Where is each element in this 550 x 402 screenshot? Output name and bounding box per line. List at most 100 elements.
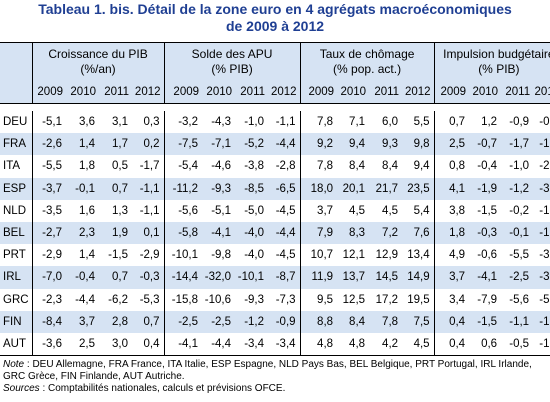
note-label: Note: [3, 359, 25, 370]
value-cell: 2,8: [99, 310, 132, 333]
value-cell: 7,6: [402, 221, 435, 245]
value-cell: -4,0: [244, 249, 265, 262]
country-code: DEU: [3, 116, 28, 129]
value-cell: -8,4: [31, 310, 66, 333]
group-header: Solde des APU (% PIB): [163, 42, 301, 81]
group-unit: (%/an): [80, 62, 116, 76]
table-body: DEU -5,1 3,6 3,1 0,3 -3,2 -4,3 -1,0 -1,1 7,8 7,1 6,…: [0, 103, 550, 357]
value-cell: 8,4: [382, 160, 399, 173]
value-cell: -0,3: [469, 221, 502, 245]
value-cell: -5,3: [539, 293, 550, 306]
value-cell: -0,1: [66, 177, 99, 200]
value-cell: -7,1: [202, 133, 236, 156]
year-header: 2010: [469, 81, 502, 104]
value-cell: 1,8: [433, 221, 470, 245]
value-cell: -5,5: [31, 155, 66, 178]
note-text: : DEU Allemagne, FRA France, ITA Italie,…: [3, 359, 532, 382]
table-row: ESP -3,7 -0,1 0,7 -1,1 -11,2 -9,3 -8,5 -6,5 18,0 2…: [0, 177, 550, 200]
year-header: 2012: [132, 81, 165, 104]
value-cell: 5,5: [413, 116, 430, 129]
value-cell: 0,2: [132, 133, 165, 156]
value-cell: -2,5: [163, 310, 203, 333]
value-cell: -4,4: [268, 221, 301, 245]
value-cell: 14,9: [402, 266, 435, 289]
value-cell: -5,6: [163, 199, 203, 222]
value-cell: -2,8: [275, 160, 296, 173]
value-cell: -3,7: [31, 177, 66, 200]
value-cell: -3,6: [31, 332, 66, 357]
value-cell: -6,5: [268, 177, 301, 200]
value-cell: 2,5: [433, 133, 470, 156]
table-row: FIN -8,4 3,7 2,8 0,7 -2,5 -2,5 -1,2 -0,9 8,8 8,4 7,…: [0, 310, 550, 333]
value-cell: -1,0: [244, 116, 265, 129]
value-cell: -11,2: [163, 177, 203, 200]
value-cell: 0,5: [112, 160, 128, 173]
year-header-row: 2009 2010 2011 2012 2009 2010 2011 2012 2009 2010…: [0, 81, 550, 104]
corner-cell: [0, 42, 32, 81]
value-cell: -15,8: [163, 288, 203, 311]
value-cell: -5,8: [163, 221, 203, 245]
country-code: PRT: [3, 249, 26, 262]
year-header: 2012: [402, 81, 435, 104]
value-cell: -1,1: [501, 310, 534, 333]
value-cell: -8,7: [268, 266, 301, 289]
value-cell: 1,3: [112, 204, 128, 217]
table-row: DEU -5,1 3,6 3,1 0,3 -3,2 -4,3 -1,0 -1,1 7,8 7,1 6,…: [0, 111, 550, 134]
value-cell: 12,5: [342, 293, 366, 306]
value-cell: -6,2: [108, 293, 128, 306]
value-cell: -4,6: [211, 160, 232, 173]
value-cell: 9,2: [299, 133, 338, 156]
value-cell: -4,1: [163, 332, 203, 357]
value-cell: -1,2: [501, 177, 534, 200]
value-cell: 1,8: [79, 160, 95, 173]
value-cell: -5,3: [139, 293, 160, 306]
value-cell: 4,1: [433, 177, 470, 200]
notes: Note : DEU Allemagne, FRA France, ITA It…: [3, 359, 548, 395]
value-cell: 8,4: [349, 160, 366, 173]
value-cell: 3,8: [433, 199, 470, 222]
value-cell: -10,6: [204, 293, 232, 306]
country-code: ESP: [0, 177, 32, 200]
value-cell: -32,0: [202, 266, 236, 289]
sources-line: Sources : Comptabilités nationales, calc…: [3, 383, 548, 395]
value-cell: 2,5: [66, 332, 99, 357]
title-line-2: de 2009 à 2012: [225, 18, 325, 34]
value-cell: -1,9: [539, 204, 550, 217]
value-cell: -4,4: [75, 293, 95, 306]
value-cell: -3,2: [163, 111, 203, 134]
year-header: 2009: [299, 81, 338, 104]
value-cell: 19,5: [407, 293, 430, 306]
group-title: Impulsion budgétaire: [443, 47, 550, 61]
value-cell: -4,5: [275, 204, 296, 217]
value-cell: 1,2: [481, 116, 498, 129]
year-header: 2011: [369, 81, 403, 104]
sources-text: : Comptabilités nationales, calculs et p…: [39, 383, 286, 394]
table-row: GRC -2,3 -4,4 -6,2 -5,3 -15,8 -10,6 -9,3 -7,3 9,5…: [0, 288, 550, 311]
value-cell: -1,7: [501, 133, 534, 156]
value-cell: -1,4: [533, 221, 550, 245]
country-code: IRL: [0, 266, 32, 289]
value-cell: -2,3: [31, 288, 66, 311]
value-cell: 9,4: [337, 133, 370, 156]
value-cell: -4,4: [268, 133, 301, 156]
value-cell: -0,7: [469, 133, 502, 156]
year-header: 2009: [433, 81, 470, 104]
value-cell: -4,4: [202, 332, 236, 357]
group-header: Croissance du PIB (%/an): [31, 42, 165, 81]
value-cell: 7,8: [299, 155, 338, 178]
value-cell: 4,5: [349, 204, 366, 217]
value-cell: 5,4: [413, 204, 430, 217]
spacer-row: [0, 103, 550, 111]
value-cell: -7,0: [31, 266, 66, 289]
value-cell: -1,2: [235, 310, 269, 333]
value-cell: 7,9: [299, 221, 338, 245]
group-title: Solde des APU: [191, 47, 273, 61]
value-cell: 0,8: [433, 155, 470, 178]
value-cell: 12,1: [342, 249, 366, 262]
value-cell: 1,7: [99, 133, 132, 156]
value-cell: 13,4: [407, 249, 430, 262]
value-cell: 2,3: [66, 221, 99, 245]
value-cell: 9,5: [299, 288, 338, 311]
value-cell: 8,4: [337, 310, 370, 333]
value-cell: -1,2: [533, 332, 550, 357]
